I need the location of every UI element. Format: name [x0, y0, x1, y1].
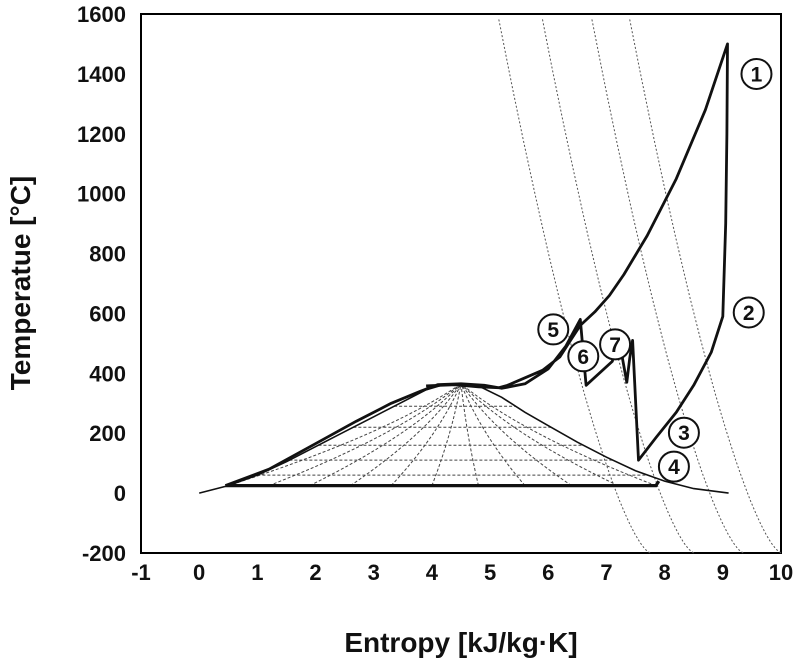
- y-tick-label: 400: [89, 361, 126, 386]
- quality-line: [431, 383, 462, 486]
- state-point-6: 6: [567, 340, 600, 373]
- state-point-label: 6: [577, 346, 589, 369]
- x-tick-labels: -1 0 1 2 3 4 5 6 7 8 9 10: [131, 560, 793, 585]
- y-tick-labels: -200 0 200 400 600 800 1000 1200 1400 1600: [77, 2, 126, 566]
- state-point-circle: [732, 296, 765, 329]
- state-point-2: 2: [732, 296, 765, 329]
- quality-lines: [228, 383, 657, 487]
- saturation-dome: [199, 382, 729, 494]
- x-tick-label: -1: [131, 560, 151, 585]
- state-point-circle: [599, 328, 632, 361]
- x-tick-label: 2: [309, 560, 321, 585]
- condensation-line: [225, 480, 661, 488]
- x-tick-label: 1: [251, 560, 263, 585]
- cycle-group: [224, 42, 729, 488]
- quality-line: [460, 383, 479, 486]
- x-axis-title: Entropy [kJ/kg·K]: [344, 627, 577, 658]
- isobar-line: [498, 19, 651, 554]
- plot-frame: [140, 13, 782, 554]
- y-axis-title: Temperatue [°C]: [5, 176, 36, 390]
- state-point-1: 1: [740, 57, 773, 90]
- y-tick-label: 1200: [77, 122, 126, 147]
- state-point-3: 3: [667, 416, 700, 449]
- y-tick-label: 600: [89, 301, 126, 326]
- x-tick-label: 8: [659, 560, 671, 585]
- quality-line: [460, 383, 619, 487]
- y-tick-label: 1400: [77, 62, 126, 87]
- x-tick-label: 10: [769, 560, 793, 585]
- quality-line: [390, 383, 462, 486]
- y-tick-label: 1000: [77, 182, 126, 207]
- state-point-5: 5: [537, 313, 570, 346]
- state-point-label: 2: [743, 302, 755, 325]
- quality-line: [460, 383, 657, 487]
- saturation-dome-group: [199, 382, 729, 494]
- x-tick-label: 3: [368, 560, 380, 585]
- state-point-labels: 1 2 3 4 567: [537, 57, 773, 483]
- state-point-circle: [667, 416, 700, 449]
- state-point-circle: [657, 450, 690, 483]
- x-tick-label: 0: [193, 560, 205, 585]
- state-point-label: 5: [547, 319, 559, 342]
- state-point-circle: [537, 313, 570, 346]
- quality-line: [268, 383, 462, 487]
- state-point-7: 7: [599, 328, 632, 361]
- state-point-label: 7: [609, 334, 621, 357]
- x-tick-label: 7: [600, 560, 612, 585]
- y-tick-label: -200: [82, 541, 126, 566]
- x-tick-label: 4: [426, 560, 439, 585]
- cycle-line: [224, 42, 729, 487]
- y-tick-label: 0: [114, 481, 126, 506]
- isobar-line: [629, 19, 782, 554]
- quality-line: [228, 383, 462, 487]
- state-point-circle: [567, 340, 600, 373]
- quality-line: [309, 383, 462, 487]
- state-point-label: 4: [668, 456, 680, 479]
- x-tick-label: 6: [542, 560, 554, 585]
- quality-line: [460, 383, 526, 486]
- state-point-circle: [740, 57, 773, 90]
- y-tick-label: 1600: [77, 2, 126, 27]
- y-tick-label: 200: [89, 421, 126, 446]
- state-point-4: 4: [657, 450, 690, 483]
- state-point-label: 1: [751, 63, 763, 86]
- quality-line: [350, 383, 462, 487]
- y-tick-label: 800: [89, 242, 126, 267]
- x-tick-label: 9: [717, 560, 729, 585]
- x-tick-label: 5: [484, 560, 496, 585]
- state-point-label: 3: [678, 422, 690, 445]
- quality-line: [460, 383, 572, 487]
